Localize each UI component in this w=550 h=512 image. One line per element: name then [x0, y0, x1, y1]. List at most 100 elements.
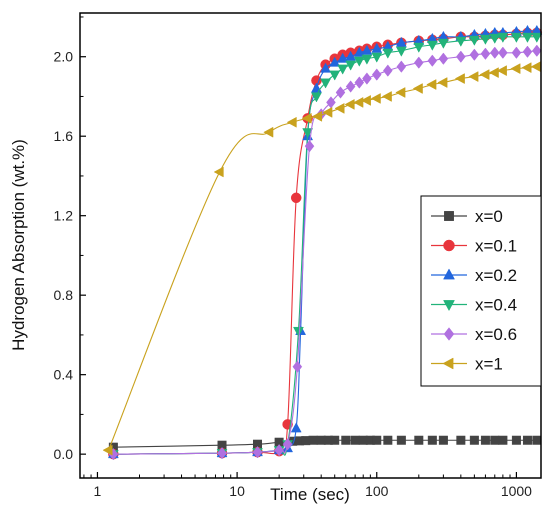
data-point — [412, 83, 423, 94]
data-point — [531, 44, 542, 57]
y-tick-label: 0.0 — [54, 446, 74, 462]
data-point — [414, 435, 424, 445]
data-point — [286, 116, 297, 128]
series-layer — [102, 24, 543, 461]
data-point — [371, 52, 383, 63]
data-point — [456, 50, 466, 63]
data-point — [413, 42, 425, 53]
x-tick-label: 100 — [365, 483, 389, 499]
data-point — [290, 422, 302, 433]
data-point — [263, 126, 274, 138]
data-point — [498, 46, 508, 59]
data-point — [345, 80, 356, 93]
legend-box — [420, 195, 542, 387]
legend-label: x=0.2 — [475, 266, 517, 285]
data-point — [322, 106, 333, 118]
data-point — [293, 326, 304, 337]
legend-label: x=0 — [475, 207, 503, 226]
data-point — [361, 54, 373, 65]
data-point — [456, 435, 466, 445]
data-point — [350, 435, 360, 445]
data-point — [282, 438, 293, 451]
legend-item: x=0 — [431, 207, 503, 226]
data-point — [531, 32, 543, 43]
data-point — [427, 435, 437, 445]
legend: x=0 x=0.1 x=0.2 x=0.4 x=0.6 x=1 — [420, 195, 542, 387]
data-point — [337, 52, 349, 63]
data-point — [371, 68, 382, 81]
series-x=1 — [102, 61, 541, 456]
data-point — [360, 95, 371, 106]
data-point — [345, 50, 357, 61]
data-point — [274, 444, 284, 457]
data-point — [353, 56, 365, 67]
data-point — [320, 62, 331, 73]
axis-layer: 1 10 100 1000 0.0 0.4 0.8 1.2 1.6 2.0 — [54, 16, 532, 499]
data-point — [361, 44, 373, 55]
data-point — [354, 76, 365, 89]
legend-item: x=0.4 — [431, 296, 517, 315]
data-point — [395, 46, 407, 57]
data-point — [334, 102, 345, 114]
data-point — [479, 69, 490, 81]
data-point — [290, 192, 302, 204]
legend-marker — [442, 357, 454, 370]
x-tick-label: 10 — [229, 483, 245, 499]
series-x=0 — [108, 435, 542, 452]
data-point — [522, 32, 533, 43]
data-point — [337, 64, 349, 75]
x-axis-title: Time (sec) — [270, 485, 350, 504]
data-point — [213, 166, 224, 178]
data-point — [532, 435, 542, 445]
data-point — [522, 435, 532, 445]
data-point — [308, 435, 318, 445]
data-point — [480, 47, 491, 60]
data-point — [311, 92, 322, 103]
data-point — [438, 52, 449, 65]
data-point — [469, 435, 479, 445]
data-point — [396, 435, 406, 445]
data-point — [480, 435, 490, 445]
data-point — [469, 48, 480, 61]
legend-item: x=0.6 — [431, 325, 517, 344]
data-point — [468, 35, 480, 46]
data-point — [301, 112, 312, 124]
data-point — [329, 70, 341, 81]
data-point — [426, 40, 438, 51]
data-point — [292, 360, 303, 373]
data-point — [302, 128, 314, 139]
data-point — [396, 60, 407, 73]
data-point — [489, 33, 501, 44]
y-tick-label: 1.6 — [54, 128, 74, 144]
data-point — [345, 60, 357, 71]
legend-marker — [443, 268, 455, 280]
x-tick-label: 1000 — [501, 483, 532, 499]
data-point — [490, 435, 500, 445]
data-point — [521, 62, 532, 74]
legend-label: x=0.4 — [475, 296, 517, 315]
data-point — [511, 435, 521, 445]
legend-marker — [443, 300, 455, 312]
legend-marker — [443, 327, 455, 341]
data-point — [341, 435, 351, 445]
legend-item: x=0.1 — [431, 237, 517, 256]
data-point — [480, 34, 491, 45]
legend-item: x=0.2 — [431, 266, 517, 285]
data-point — [454, 73, 465, 84]
data-point — [413, 56, 424, 69]
data-point — [102, 444, 113, 456]
data-point — [330, 435, 340, 445]
y-tick-label: 0.4 — [54, 367, 74, 383]
legend-label: x=1 — [475, 355, 503, 374]
data-point — [496, 65, 507, 77]
data-point — [498, 435, 508, 445]
data-point — [455, 36, 467, 47]
data-point — [370, 93, 381, 104]
data-point — [320, 78, 331, 89]
data-point — [217, 447, 227, 460]
data-point — [437, 38, 449, 49]
y-tick-label: 2.0 — [54, 49, 74, 65]
data-point — [382, 48, 394, 59]
data-point — [353, 97, 364, 108]
